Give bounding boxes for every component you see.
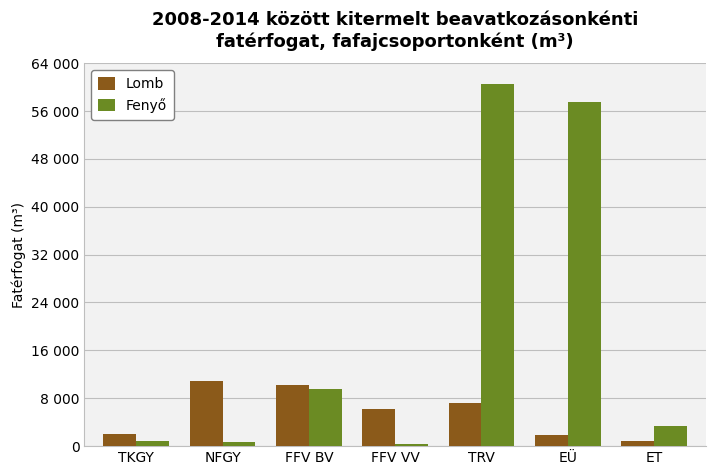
Bar (481, 84, 514, 446)
Bar (449, 403, 481, 446)
Title: 2008-2014 között kitermelt beavatkozásonkénti
fatérfogat, fafajcsoportonként (m³: 2008-2014 között kitermelt beavatkozáson… (152, 11, 638, 50)
Bar (222, 442, 255, 446)
Bar (568, 102, 601, 446)
Bar (309, 388, 341, 446)
Bar (395, 444, 428, 446)
Bar (622, 441, 654, 446)
Bar (190, 381, 222, 446)
Y-axis label: Fatérfogat (m³): Fatérfogat (m³) (11, 202, 26, 307)
Bar (103, 434, 136, 446)
Bar (362, 409, 395, 446)
Bar (654, 426, 687, 446)
Bar (535, 435, 568, 446)
Bar (136, 441, 169, 446)
Legend: Lomb, Fenyő: Lomb, Fenyő (91, 70, 174, 120)
Bar (276, 385, 309, 446)
